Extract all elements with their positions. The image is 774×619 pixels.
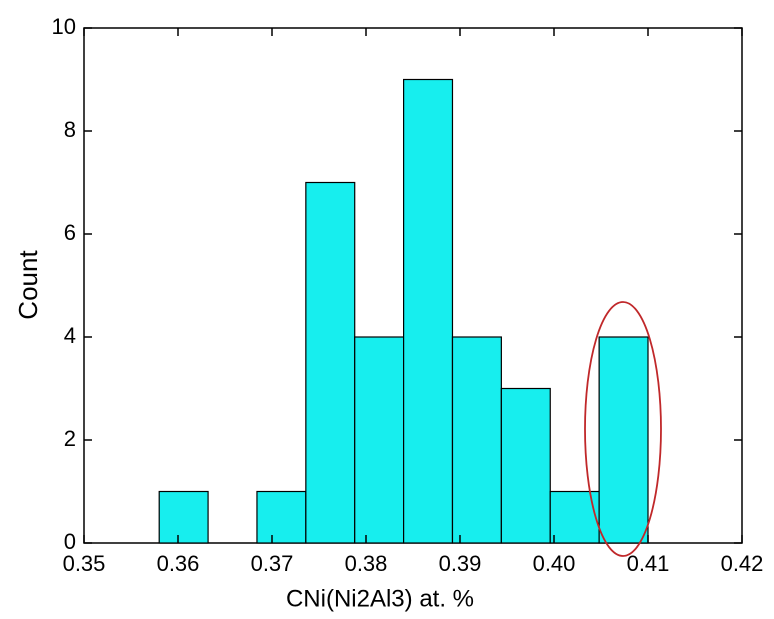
bar — [403, 78, 454, 544]
y-tick-label: 2 — [64, 426, 76, 451]
bars — [158, 78, 649, 544]
x-tick-label: 0.35 — [63, 551, 106, 576]
bar — [354, 336, 405, 544]
x-tick-label: 0.36 — [157, 551, 200, 576]
bar — [305, 181, 356, 544]
y-tick-label: 10 — [52, 14, 76, 39]
bar — [158, 490, 209, 544]
x-tick-label: 0.41 — [627, 551, 670, 576]
y-tick-label: 6 — [64, 220, 76, 245]
highlight-ellipse — [584, 301, 662, 557]
bar — [451, 336, 502, 544]
x-axis-label: CNi(Ni2Al3) at. % — [286, 585, 474, 612]
y-tick-label: 0 — [64, 529, 76, 554]
y-tick-label: 8 — [64, 117, 76, 142]
x-tick-label: 0.39 — [439, 551, 482, 576]
x-tick-label: 0.42 — [721, 551, 764, 576]
bar — [598, 336, 649, 544]
x-tick-label: 0.40 — [533, 551, 576, 576]
bar — [256, 490, 307, 544]
y-axis-label: Count — [13, 250, 43, 320]
bar — [500, 387, 551, 544]
y-tick-label: 4 — [64, 323, 76, 348]
x-tick-label: 0.37 — [251, 551, 294, 576]
x-tick-label: 0.38 — [345, 551, 388, 576]
